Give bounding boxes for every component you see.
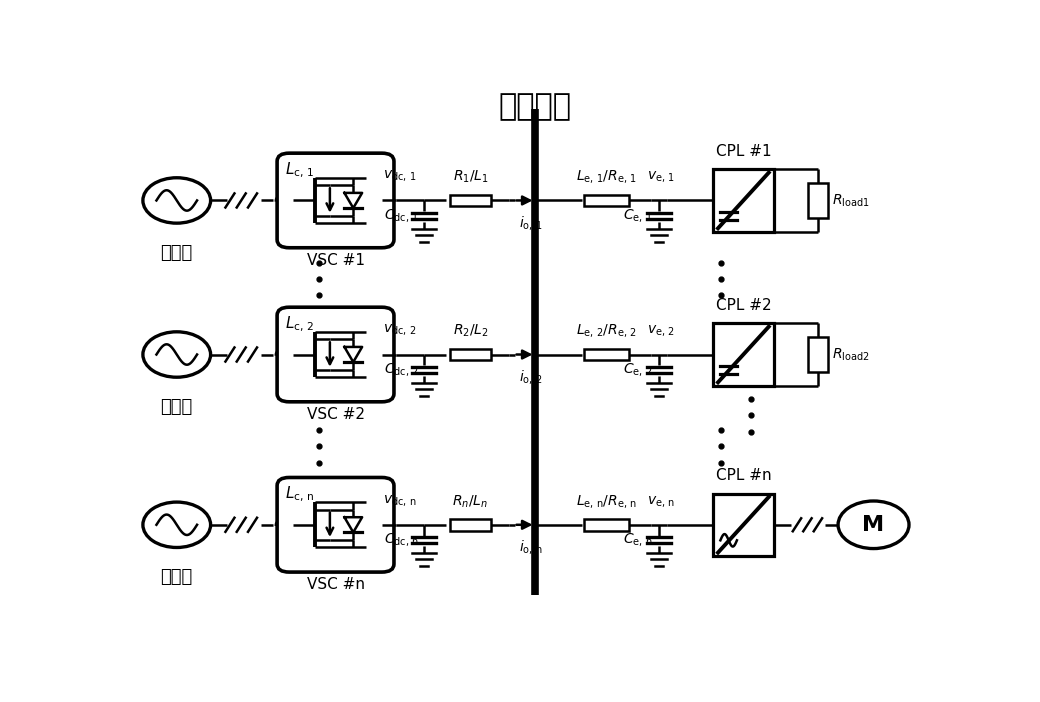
Text: $v_{\rm e,\,2}$: $v_{\rm e,\,2}$ — [647, 324, 675, 339]
Text: $L_{\rm e,\,n}/R_{\rm e,\,n}$: $L_{\rm e,\,n}/R_{\rm e,\,n}$ — [576, 493, 636, 510]
Text: $i_{\rm o,\,n}$: $i_{\rm o,\,n}$ — [519, 538, 542, 556]
Text: $C_{\rm e,\,n}$: $C_{\rm e,\,n}$ — [623, 531, 652, 548]
Circle shape — [142, 332, 210, 377]
Bar — [713, 494, 774, 556]
Bar — [713, 324, 774, 385]
Text: 直流母线: 直流母线 — [499, 93, 572, 121]
Bar — [808, 337, 828, 372]
Bar — [584, 194, 628, 206]
Text: $i_{\rm o,\,2}$: $i_{\rm o,\,2}$ — [519, 368, 542, 386]
Text: $L_{\rm c,\,n}$: $L_{\rm c,\,n}$ — [285, 485, 315, 504]
Bar — [449, 519, 492, 531]
Bar — [808, 183, 828, 218]
Text: $C_{\rm e,\,2}$: $C_{\rm e,\,2}$ — [623, 361, 652, 378]
Text: CPL #1: CPL #1 — [716, 144, 772, 159]
FancyBboxPatch shape — [277, 477, 394, 572]
Circle shape — [838, 501, 909, 548]
Text: 交流源: 交流源 — [160, 244, 192, 262]
Text: $R_{n}/L_{n}$: $R_{n}/L_{n}$ — [452, 494, 489, 510]
Polygon shape — [344, 193, 362, 208]
Text: $v_{\rm e,\,1}$: $v_{\rm e,\,1}$ — [647, 171, 675, 185]
Polygon shape — [344, 347, 362, 362]
Text: 交流源: 交流源 — [160, 568, 192, 586]
Text: $C_{\rm dc,\,1}$: $C_{\rm dc,\,1}$ — [384, 207, 419, 224]
Bar — [449, 349, 492, 360]
Text: $v_{\rm dc,\,2}$: $v_{\rm dc,\,2}$ — [383, 324, 416, 338]
Text: $v_{\rm dc,\,1}$: $v_{\rm dc,\,1}$ — [383, 169, 416, 184]
Text: $v_{\rm dc,\,n}$: $v_{\rm dc,\,n}$ — [383, 494, 416, 508]
Bar — [713, 169, 774, 232]
Text: $R_{\rm load1}$: $R_{\rm load1}$ — [832, 192, 870, 208]
Bar — [584, 349, 628, 360]
Text: $R_{1}/L_{1}$: $R_{1}/L_{1}$ — [452, 169, 489, 185]
FancyBboxPatch shape — [277, 153, 394, 248]
Text: $i_{\rm o,\,1}$: $i_{\rm o,\,1}$ — [519, 214, 542, 232]
Bar — [584, 519, 628, 531]
Text: $v_{\rm e,\,n}$: $v_{\rm e,\,n}$ — [647, 495, 675, 510]
Text: 交流源: 交流源 — [160, 398, 192, 416]
Text: $L_{\rm e,\,2}/R_{\rm e,\,2}$: $L_{\rm e,\,2}/R_{\rm e,\,2}$ — [576, 322, 636, 339]
Text: VSC #n: VSC #n — [307, 578, 365, 592]
Text: CPL #n: CPL #n — [716, 468, 772, 483]
Text: CPL #2: CPL #2 — [716, 298, 772, 312]
Text: $R_{2}/L_{2}$: $R_{2}/L_{2}$ — [452, 323, 489, 339]
Bar — [449, 194, 492, 206]
Text: $L_{\rm c,\,1}$: $L_{\rm c,\,1}$ — [285, 161, 315, 180]
Circle shape — [142, 502, 210, 548]
Text: $L_{\rm c,\,2}$: $L_{\rm c,\,2}$ — [285, 314, 315, 334]
Text: M: M — [862, 515, 885, 535]
Text: $L_{\rm e,\,1}/R_{\rm e,\,1}$: $L_{\rm e,\,1}/R_{\rm e,\,1}$ — [576, 168, 636, 185]
Text: $C_{\rm e,\,1}$: $C_{\rm e,\,1}$ — [623, 207, 652, 224]
Text: VSC #1: VSC #1 — [307, 253, 365, 268]
FancyBboxPatch shape — [277, 307, 394, 402]
Text: $C_{\rm dc,\,2}$: $C_{\rm dc,\,2}$ — [384, 361, 419, 378]
Circle shape — [142, 178, 210, 223]
Text: $C_{\rm dc,\,n}$: $C_{\rm dc,\,n}$ — [384, 531, 419, 548]
Text: VSC #2: VSC #2 — [307, 407, 365, 422]
Polygon shape — [344, 517, 362, 532]
Text: $R_{\rm load2}$: $R_{\rm load2}$ — [832, 346, 870, 363]
